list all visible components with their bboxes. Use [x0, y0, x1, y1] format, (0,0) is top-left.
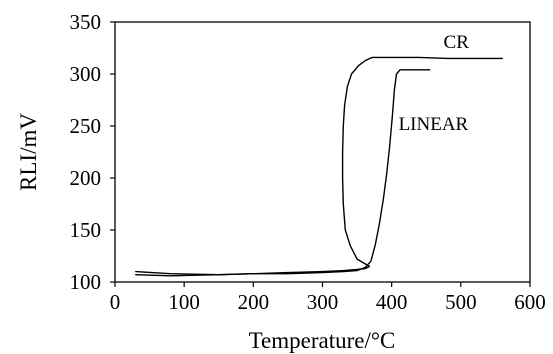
annotation-group: CR LINEAR: [399, 32, 470, 135]
y-tick-label: 200: [70, 166, 102, 190]
y-axis-label: RLI/mV: [16, 113, 41, 191]
series-label-linear: LINEAR: [399, 114, 469, 135]
y-tick-label: 250: [70, 114, 102, 138]
series-line-linear: [135, 69, 431, 277]
x-axis-label: Temperature/°C: [249, 328, 396, 353]
x-tick-label: 400: [376, 290, 408, 314]
y-tick-label: 350: [70, 10, 102, 34]
y-axis: 100 150 200 250 300 350: [70, 10, 115, 294]
x-tick-label: 600: [514, 290, 546, 314]
x-tick-label: 500: [445, 290, 477, 314]
series-label-cr: CR: [444, 32, 470, 53]
x-tick-label: 300: [307, 290, 339, 314]
plot-area-frame: [114, 21, 531, 283]
x-tick-label: 0: [110, 290, 121, 314]
x-tick-label: 200: [238, 290, 270, 314]
y-tick-label: 100: [70, 270, 102, 294]
series-line-cr: [135, 56, 503, 276]
series-group: [135, 56, 503, 277]
y-tick-label: 150: [70, 218, 102, 242]
y-tick-label: 300: [70, 62, 102, 86]
x-tick-label: 100: [168, 290, 200, 314]
x-axis: 0 100 200 300 400 500 600: [110, 282, 546, 314]
